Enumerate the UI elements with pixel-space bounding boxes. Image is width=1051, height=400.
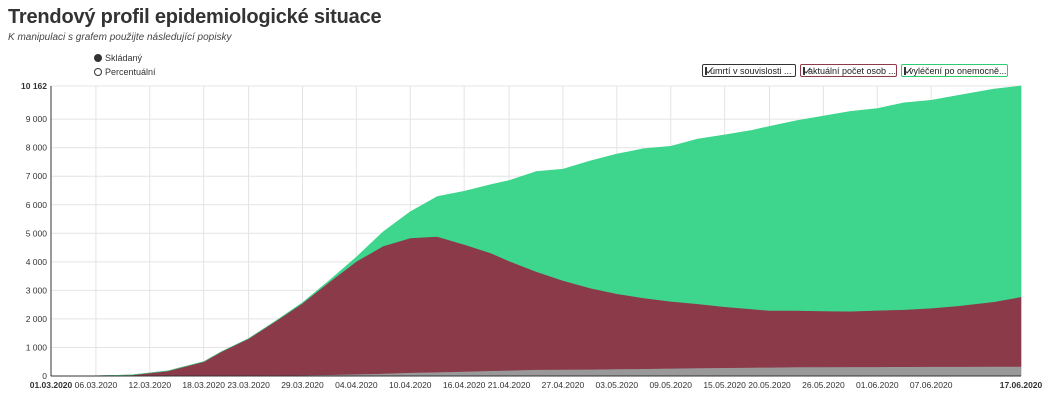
x-tick-label: 16.04.2020 [443,380,486,390]
y-tick-label: 8 000 [26,143,48,153]
x-tick-label: 18.03.2020 [182,380,225,390]
x-tick-label: 12.03.2020 [129,380,172,390]
y-tick-label: 0 [42,371,47,381]
y-tick-label: 2 000 [26,314,48,324]
y-tick-label: 3 000 [26,285,48,295]
mode-option-label: Skládaný [105,53,143,63]
legend-label: aktuální počet osob ... [808,65,897,76]
x-tick-label: 09.05.2020 [649,380,692,390]
mode-option-label: Percentuální [105,67,156,77]
checkbox-checked-icon[interactable] [705,66,707,75]
x-tick-label: 01.06.2020 [856,380,899,390]
page-subtitle: K manipulaci s grafem použijte následují… [8,32,232,43]
y-tick-label: 5 000 [26,228,48,238]
x-tick-label: 03.05.2020 [596,380,639,390]
x-tick-label: 20.05.2020 [748,380,791,390]
legend-item-recovered[interactable]: vyléčení po onemocně... [901,64,1008,77]
x-tick-label: 29.03.2020 [281,380,324,390]
y-tick-label: 7 000 [26,171,48,181]
radio-selected-icon[interactable] [94,54,102,62]
checkbox-checked-icon[interactable] [803,66,805,75]
x-tick-label: 21.04.2020 [488,380,531,390]
x-tick-label: 01.03.2020 [30,380,73,390]
legend-label: vyléčení po onemocně... [909,65,1007,76]
legend-label: úmrtí v souvislosti ... [710,65,792,76]
x-tick-label: 15.05.2020 [703,380,746,390]
y-tick-label: 6 000 [26,200,48,210]
legend-item-deaths[interactable]: úmrtí v souvislosti ... [702,64,796,77]
y-tick-label: 9 000 [26,114,48,124]
page-title: Trendový profil epidemiologické situace [8,6,382,28]
y-tick-label: 1 000 [26,342,48,352]
x-tick-label: 06.03.2020 [75,380,118,390]
x-tick-label: 27.04.2020 [542,380,585,390]
y-tick-label: 10 162 [21,81,47,91]
x-tick-label: 04.04.2020 [335,380,378,390]
y-tick-label: 4 000 [26,257,48,267]
x-tick-label: 10.04.2020 [389,380,432,390]
mode-option-percent[interactable]: Percentuální [94,67,156,77]
legend-item-active[interactable]: aktuální počet osob ... [800,64,897,77]
checkbox-checked-icon[interactable] [904,66,906,75]
radio-unselected-icon[interactable] [94,68,102,76]
x-tick-label: 07.06.2020 [910,380,953,390]
x-tick-label: 26.05.2020 [802,380,845,390]
area-recovered [50,85,1022,377]
x-tick-label: 23.03.2020 [227,380,270,390]
mode-option-stacked[interactable]: Skládaný [94,53,142,63]
x-tick-label: 17.06.2020 [1000,380,1043,390]
chart-areas [50,85,1022,377]
chart-axes: 0 1 000 2 000 3 000 4 000 5 000 6 000 7 000 8 00… [21,81,1043,390]
